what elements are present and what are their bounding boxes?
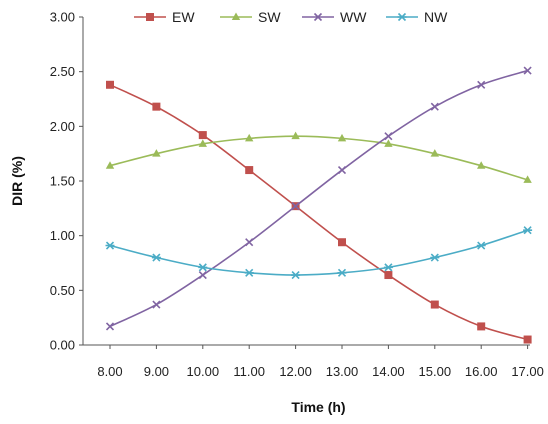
data-point-nw	[291, 270, 301, 280]
data-point-ww	[384, 132, 393, 141]
legend-label-ww: WW	[340, 9, 367, 25]
series-ew	[106, 80, 532, 344]
data-point-ww	[291, 202, 300, 211]
data-point-ww	[477, 80, 486, 89]
x-tick-label: 12.00	[279, 364, 312, 379]
x-tick-label: 17.00	[511, 364, 544, 379]
x-tick-label: 16.00	[465, 364, 498, 379]
data-point-ww	[152, 300, 161, 309]
y-tick-label: 1.00	[50, 228, 75, 243]
series-ww	[105, 66, 532, 331]
series-nw	[105, 226, 533, 280]
data-point-nw	[151, 253, 161, 262]
data-point-ew	[198, 131, 207, 140]
legend-item-sw: SW	[220, 9, 281, 25]
x-tick-label: 14.00	[372, 364, 405, 379]
x-tick-label: 13.00	[326, 364, 359, 379]
legend-marker-ew	[146, 13, 154, 21]
data-point-sw	[430, 149, 439, 157]
data-point-sw	[245, 133, 254, 142]
y-tick-labels: 0.00 0.50 1.00 1.50 2.00 2.50 3.00	[50, 10, 83, 353]
legend-marker-ww	[313, 12, 323, 22]
y-tick-label: 1.50	[50, 174, 75, 189]
data-point-nw	[337, 268, 347, 277]
y-tick-label: 2.50	[50, 64, 75, 79]
legend-label-sw: SW	[258, 9, 281, 25]
data-point-sw	[337, 133, 347, 142]
data-point-nw	[244, 268, 254, 277]
data-point-nw	[523, 226, 533, 235]
x-tick-label: 10.00	[187, 364, 220, 379]
series-line-nw	[109, 229, 528, 276]
legend: EW SW WW NW	[134, 9, 448, 25]
data-point-nw	[476, 241, 486, 250]
data-point-ew	[152, 102, 161, 111]
data-point-ww	[198, 270, 207, 280]
data-point-ww	[523, 66, 532, 75]
data-point-ew	[245, 166, 254, 175]
legend-label-nw: NW	[424, 9, 448, 25]
data-point-ww	[245, 238, 254, 247]
series-line-ew	[109, 84, 528, 341]
data-point-sw	[105, 161, 115, 169]
data-point-ww	[105, 322, 115, 331]
data-point-ew	[523, 335, 532, 344]
data-point-ww	[337, 166, 347, 175]
data-point-sw	[523, 175, 532, 183]
x-tick-label: 11.00	[233, 364, 265, 379]
x-tick-label: 15.00	[419, 364, 452, 379]
series-line-ww	[109, 69, 528, 328]
data-point-sw	[384, 139, 393, 147]
legend-item-ww: WW	[302, 9, 367, 25]
data-point-sw	[291, 131, 300, 140]
x-axis-title: Time (h)	[291, 399, 345, 415]
data-point-ew	[477, 322, 486, 331]
y-tick-label: 3.00	[50, 10, 75, 25]
legend-marker-sw	[231, 12, 241, 20]
y-tick-label: 2.00	[50, 119, 75, 134]
data-point-sw	[477, 161, 486, 169]
axes	[82, 17, 530, 346]
data-point-nw	[105, 241, 115, 250]
y-axis-title: DIR (%)	[9, 156, 25, 206]
data-point-nw	[430, 253, 440, 262]
series-line-sw	[109, 135, 528, 181]
data-point-ww	[430, 102, 439, 111]
data-point-ew	[430, 300, 439, 309]
series-layer	[105, 66, 533, 344]
data-point-sw	[152, 149, 161, 157]
data-point-sw	[198, 139, 207, 147]
series-sw	[105, 131, 532, 183]
data-point-ew	[384, 271, 393, 280]
data-point-ew	[338, 238, 346, 247]
x-tick-labels: 8.00 9.00 10.00 11.00 12.00 13.00 14.00 15.00 16…	[97, 345, 544, 379]
x-tick-label: 9.00	[144, 364, 169, 379]
y-tick-label: 0.00	[50, 338, 75, 353]
legend-item-ew: EW	[134, 9, 195, 25]
y-tick-label: 0.50	[50, 283, 75, 298]
x-tick-label: 8.00	[97, 364, 122, 379]
data-point-ew	[106, 80, 114, 89]
data-point-nw	[383, 263, 393, 272]
legend-marker-nw	[397, 12, 407, 22]
data-point-nw	[198, 263, 208, 272]
legend-item-nw: NW	[386, 9, 448, 25]
legend-label-ew: EW	[172, 9, 195, 25]
